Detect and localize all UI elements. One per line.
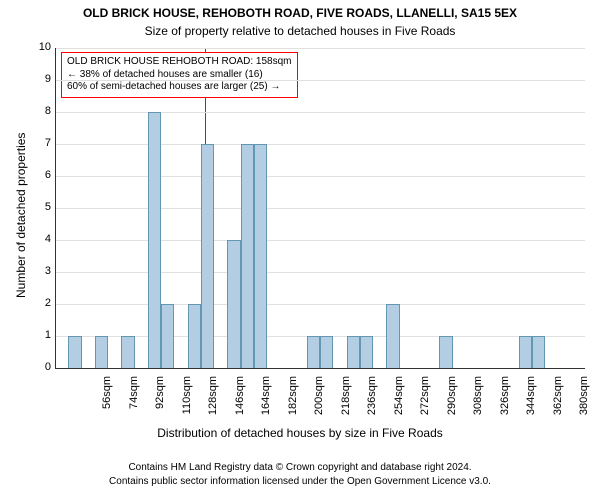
- y-tick-label: 6: [23, 169, 51, 181]
- y-tick-label: 10: [23, 41, 51, 53]
- property-size-histogram: OLD BRICK HOUSE, REHOBOTH ROAD, FIVE ROA…: [0, 0, 600, 500]
- y-tick-label: 2: [23, 297, 51, 309]
- histogram-bar: [161, 304, 174, 368]
- y-tick-label: 7: [23, 137, 51, 149]
- grid-line: [55, 80, 585, 81]
- annotation-line-3: 60% of semi-detached houses are larger (…: [67, 81, 292, 94]
- grid-line: [55, 304, 585, 305]
- grid-line: [55, 144, 585, 145]
- x-tick-label: 326sqm: [499, 376, 511, 426]
- grid-line: [55, 176, 585, 177]
- grid-line: [55, 112, 585, 113]
- y-tick-label: 9: [23, 73, 51, 85]
- histogram-bar: [519, 336, 532, 368]
- x-tick-label: 92sqm: [154, 376, 166, 426]
- histogram-bar: [121, 336, 134, 368]
- histogram-bar: [95, 336, 108, 368]
- annotation-box: OLD BRICK HOUSE REHOBOTH ROAD: 158sqm ← …: [61, 52, 298, 98]
- grid-line: [55, 240, 585, 241]
- chart-title: OLD BRICK HOUSE, REHOBOTH ROAD, FIVE ROA…: [0, 6, 600, 20]
- x-tick-label: 182sqm: [287, 376, 299, 426]
- x-tick-label: 218sqm: [340, 376, 352, 426]
- x-tick-label: 290sqm: [446, 376, 458, 426]
- histogram-bar: [241, 144, 254, 368]
- y-tick-label: 3: [23, 265, 51, 277]
- annotation-line-1: OLD BRICK HOUSE REHOBOTH ROAD: 158sqm: [67, 56, 292, 69]
- x-tick-label: 236sqm: [366, 376, 378, 426]
- histogram-bar: [347, 336, 360, 368]
- x-tick-label: 200sqm: [313, 376, 325, 426]
- grid-line: [55, 208, 585, 209]
- x-tick-label: 344sqm: [525, 376, 537, 426]
- x-tick-label: 362sqm: [552, 376, 564, 426]
- y-axis-line: [55, 48, 56, 368]
- histogram-bar: [227, 240, 240, 368]
- chart-subtitle: Size of property relative to detached ho…: [0, 24, 600, 38]
- x-tick-label: 146sqm: [234, 376, 246, 426]
- plot-area: OLD BRICK HOUSE REHOBOTH ROAD: 158sqm ← …: [55, 48, 585, 368]
- grid-line: [55, 48, 585, 49]
- x-tick-label: 164sqm: [260, 376, 272, 426]
- y-tick-label: 1: [23, 329, 51, 341]
- x-tick-label: 272sqm: [419, 376, 431, 426]
- footer-line-2: Contains public sector information licen…: [0, 476, 600, 487]
- x-tick-label: 110sqm: [181, 376, 193, 426]
- grid-line: [55, 272, 585, 273]
- footer-line-1: Contains HM Land Registry data © Crown c…: [0, 462, 600, 473]
- x-tick-label: 380sqm: [578, 376, 590, 426]
- histogram-bar: [532, 336, 545, 368]
- histogram-bar: [68, 336, 81, 368]
- x-tick-label: 56sqm: [101, 376, 113, 426]
- y-tick-label: 4: [23, 233, 51, 245]
- histogram-bar: [386, 304, 399, 368]
- histogram-bar: [188, 304, 201, 368]
- histogram-bar: [254, 144, 267, 368]
- histogram-bar: [307, 336, 320, 368]
- x-axis-label: Distribution of detached houses by size …: [0, 426, 600, 440]
- x-axis-line: [55, 368, 585, 369]
- histogram-bar: [201, 144, 214, 368]
- y-tick-label: 8: [23, 105, 51, 117]
- y-tick-label: 0: [23, 361, 51, 373]
- y-tick-label: 5: [23, 201, 51, 213]
- x-tick-label: 308sqm: [472, 376, 484, 426]
- histogram-bar: [360, 336, 373, 368]
- histogram-bar: [148, 112, 161, 368]
- x-tick-label: 74sqm: [128, 376, 140, 426]
- histogram-bar: [320, 336, 333, 368]
- x-tick-label: 254sqm: [393, 376, 405, 426]
- x-tick-label: 128sqm: [207, 376, 219, 426]
- histogram-bar: [439, 336, 452, 368]
